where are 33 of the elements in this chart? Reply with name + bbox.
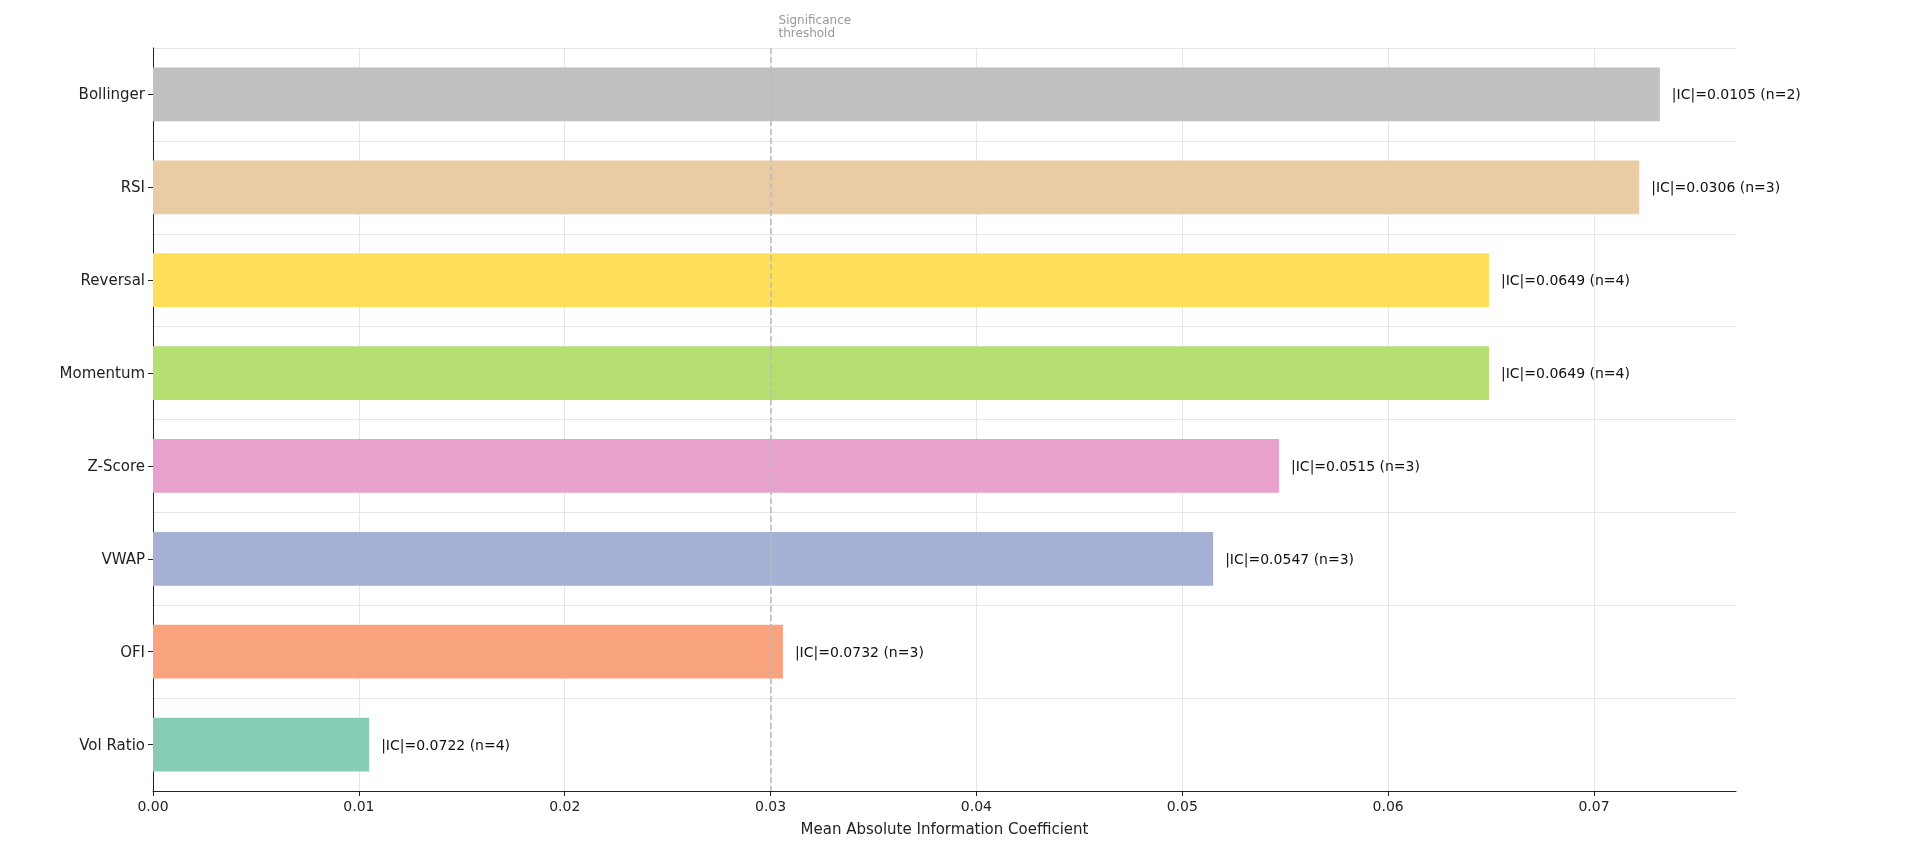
bar [153,624,783,679]
y-tick-label: Z-Score [87,456,145,475]
x-tick-label: 0.00 [137,798,169,814]
x-tick-label: 0.01 [343,798,375,814]
data-label: |IC|=0.0649 (n=4) [1500,272,1630,290]
x-tick-label: 0.07 [1578,798,1610,814]
x-tick-label: 0.03 [754,798,787,814]
bar [153,439,1280,493]
x-tick-label: 0.05 [1166,798,1198,814]
y-tick-label: Momentum [59,364,145,383]
data-label: |IC|=0.0732 (n=3) [794,643,924,661]
bar [153,717,370,772]
x-tick-label: 0.02 [549,798,581,814]
data-label: |IC|=0.0547 (n=3) [1225,550,1355,568]
data-label: |IC|=0.0105 (n=2) [1671,86,1801,104]
ref-line-label: Significance threshold [778,12,855,40]
y-tick-label: Vol Ratio [79,735,145,754]
x-tick-label: 0.06 [1372,798,1404,814]
data-label: |IC|=0.0722 (n=4) [381,736,511,754]
data-label: |IC|=0.0515 (n=3) [1291,457,1420,475]
x-tick-label: 0.04 [960,798,993,814]
data-label: |IC|=0.0649 (n=4) [1500,365,1630,383]
y-tick-label: OFI [120,642,145,661]
bar [153,160,1640,215]
y-tick-label: Reversal [80,271,145,290]
y-tick-label: RSI [120,178,145,197]
bar [153,531,1214,586]
x-axis-title: Mean Absolute Information Coefficient [800,819,1089,838]
bar [153,346,1489,400]
bar [153,253,1489,308]
data-label: |IC|=0.0306 (n=3) [1651,179,1781,197]
y-tick-label: Bollinger [78,85,146,104]
y-tick-label: VWAP [101,549,145,568]
